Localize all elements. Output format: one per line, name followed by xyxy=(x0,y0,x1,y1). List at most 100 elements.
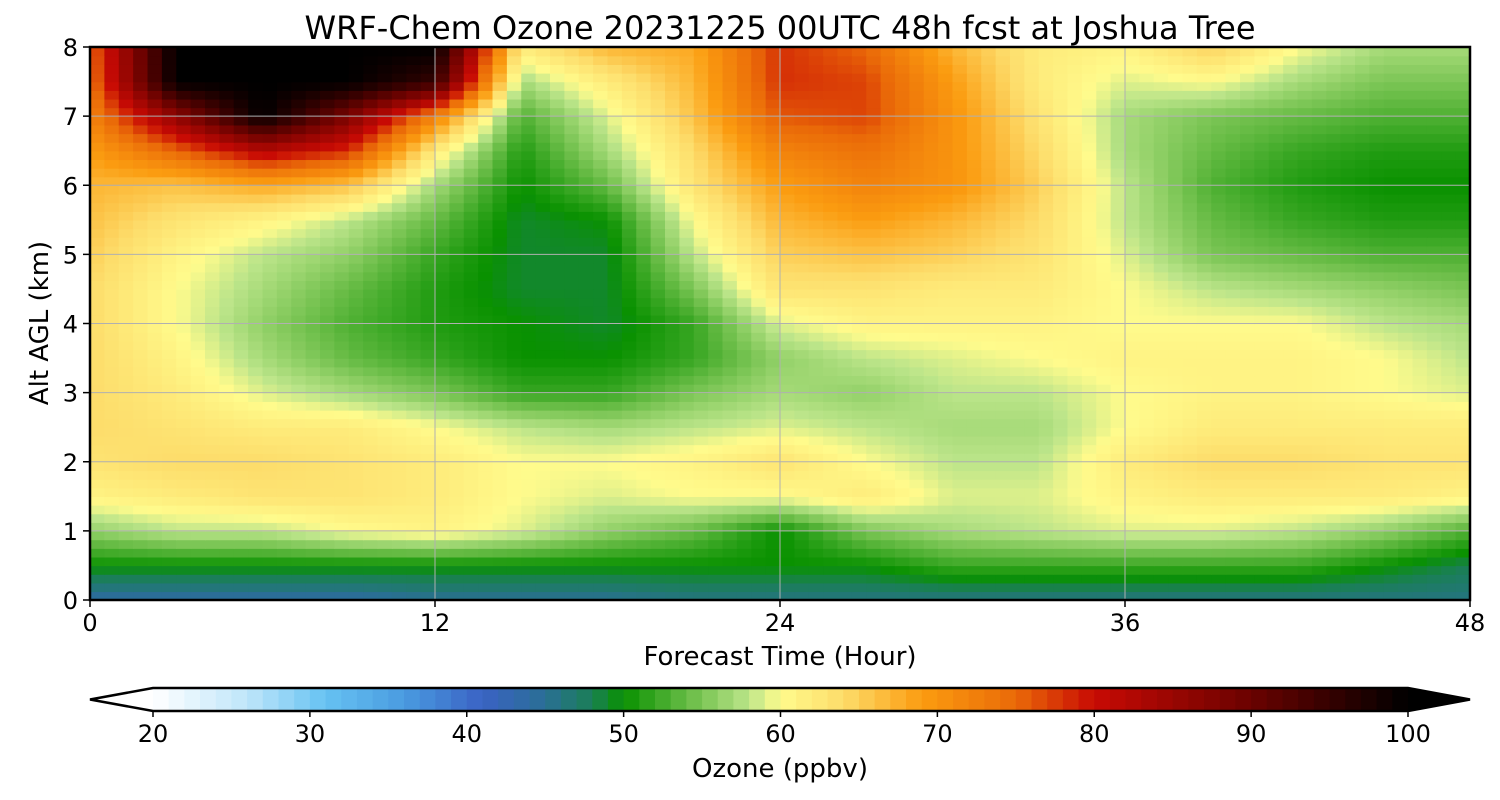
heatmap-cell xyxy=(104,193,120,204)
heatmap-cell xyxy=(650,271,666,281)
heatmap-cell xyxy=(291,453,307,463)
heatmap-cell xyxy=(981,383,997,394)
heatmap-cell xyxy=(1398,263,1414,273)
heatmap-cell xyxy=(607,176,623,186)
heatmap-cell xyxy=(248,150,264,161)
heatmap-cell xyxy=(1081,539,1097,549)
heatmap-cell xyxy=(492,297,508,307)
heatmap-cell xyxy=(90,167,106,178)
heatmap-cell xyxy=(1168,427,1184,437)
heatmap-cell xyxy=(1110,522,1126,532)
heatmap-cell xyxy=(176,383,192,394)
heatmap-cell xyxy=(1225,591,1241,600)
heatmap-cell xyxy=(966,366,982,377)
heatmap-cell xyxy=(722,185,738,195)
heatmap-cell xyxy=(1038,254,1054,264)
heatmap-cell xyxy=(305,479,321,489)
heatmap-cell xyxy=(291,254,307,264)
heatmap-cell xyxy=(679,418,695,428)
heatmap-cell xyxy=(621,401,637,411)
heatmap-cell xyxy=(550,444,566,454)
heatmap-cell xyxy=(966,504,982,515)
heatmap-cell xyxy=(808,375,824,385)
heatmap-cell xyxy=(995,288,1011,299)
heatmap-cell xyxy=(981,556,997,567)
heatmap-cell xyxy=(1168,444,1184,454)
heatmap-cell xyxy=(420,193,436,204)
heatmap-cell xyxy=(550,176,566,186)
heatmap-cell xyxy=(909,306,925,316)
heatmap-cell xyxy=(808,522,824,532)
heatmap-cell xyxy=(837,427,853,437)
heatmap-cell xyxy=(1297,461,1313,472)
heatmap-cell xyxy=(1196,150,1212,161)
heatmap-cell xyxy=(176,288,192,299)
heatmap-cell xyxy=(693,314,709,325)
heatmap-cell xyxy=(1283,306,1299,316)
heatmap-cell xyxy=(679,479,695,489)
heatmap-cell xyxy=(708,392,724,402)
heatmap-cell xyxy=(1038,453,1054,463)
heatmap-cell xyxy=(449,479,465,489)
heatmap-cell xyxy=(377,470,393,480)
heatmap-cell xyxy=(1383,427,1399,437)
heatmap-cell xyxy=(320,530,336,541)
heatmap-cell xyxy=(133,530,149,541)
heatmap-cell xyxy=(650,150,666,161)
heatmap-cell xyxy=(205,219,221,230)
heatmap-cell xyxy=(363,306,379,316)
heatmap-cell xyxy=(406,418,422,428)
heatmap-cell xyxy=(837,435,853,446)
heatmap-cell xyxy=(938,167,954,178)
heatmap-cell xyxy=(837,504,853,515)
heatmap-cell xyxy=(291,280,307,290)
heatmap-cell xyxy=(348,185,364,195)
heatmap-cell xyxy=(1268,349,1284,359)
heatmap-cell xyxy=(1024,444,1040,454)
heatmap-cell xyxy=(420,288,436,299)
heatmap-cell xyxy=(1383,332,1399,342)
heatmap-cell xyxy=(1283,565,1299,575)
heatmap-cell xyxy=(1240,444,1256,454)
heatmap-cell xyxy=(233,504,249,515)
heatmap-cell xyxy=(348,219,364,230)
heatmap-cell xyxy=(90,591,106,600)
heatmap-cell xyxy=(851,263,867,273)
heatmap-cell xyxy=(305,254,321,264)
heatmap-cell xyxy=(550,574,566,584)
heatmap-cell xyxy=(334,582,350,593)
heatmap-cell xyxy=(449,349,465,359)
heatmap-cell xyxy=(693,263,709,273)
heatmap-cell xyxy=(248,202,264,212)
heatmap-cell xyxy=(478,280,494,290)
heatmap-cell xyxy=(1053,254,1069,264)
heatmap-cell xyxy=(1225,349,1241,359)
heatmap-cell xyxy=(133,314,149,325)
heatmap-cell xyxy=(535,349,551,359)
heatmap-cell xyxy=(1225,479,1241,489)
heatmap-cell xyxy=(435,591,451,600)
heatmap-cell xyxy=(233,574,249,584)
heatmap-cell xyxy=(104,479,120,489)
heatmap-cell xyxy=(1096,392,1112,402)
heatmap-cell xyxy=(981,314,997,325)
heatmap-cell xyxy=(780,306,796,316)
heatmap-cell xyxy=(866,548,882,558)
heatmap-cell xyxy=(1096,237,1112,247)
heatmap-cell xyxy=(1455,444,1470,454)
heatmap-cell xyxy=(679,288,695,299)
heatmap-cell xyxy=(1067,461,1083,472)
heatmap-cell xyxy=(751,237,767,247)
heatmap-cell xyxy=(205,280,221,290)
heatmap-cell xyxy=(952,280,968,290)
heatmap-cell xyxy=(1369,254,1385,264)
heatmap-cell xyxy=(521,392,537,402)
heatmap-cell xyxy=(578,574,594,584)
heatmap-cell xyxy=(923,427,939,437)
heatmap-cell xyxy=(104,435,120,446)
heatmap-cell xyxy=(794,193,810,204)
heatmap-cell xyxy=(1081,245,1097,256)
heatmap-cell xyxy=(118,582,134,593)
heatmap-cell xyxy=(1355,409,1371,420)
heatmap-cell xyxy=(1369,427,1385,437)
